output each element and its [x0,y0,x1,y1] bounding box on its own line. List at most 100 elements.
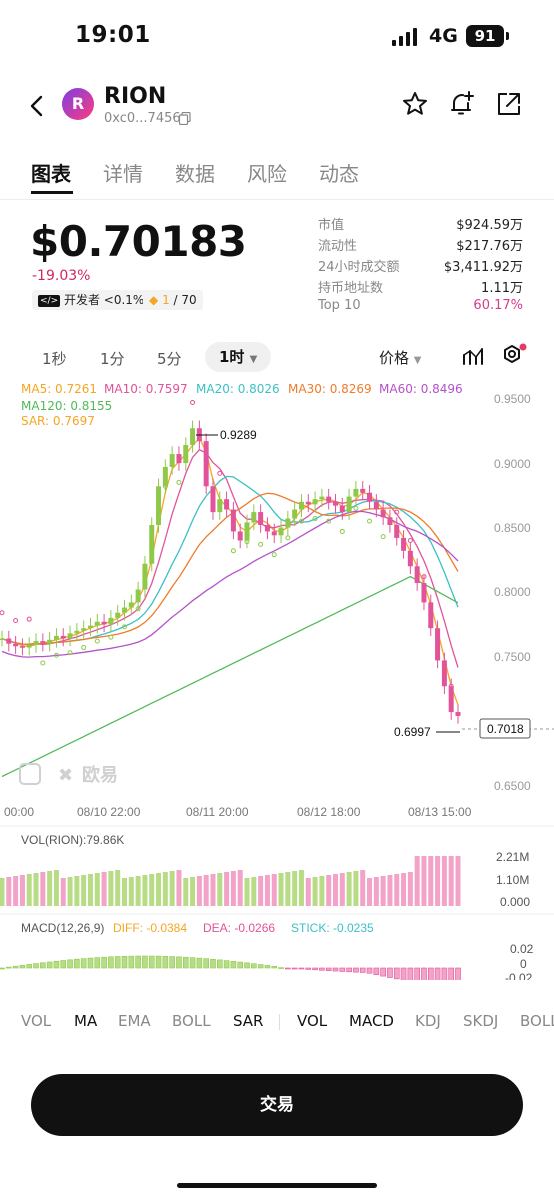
timeframe-1m[interactable]: 1分 [100,350,125,368]
macd-bar [196,957,203,969]
timeframe-1s[interactable]: 1秒 [42,350,67,368]
candle-body [251,512,257,523]
price-chart[interactable]: 0.9500 0.9000 0.8500 0.8000 0.7500 0.650… [0,380,554,980]
indicator-skdj[interactable]: SKDJ [463,1012,499,1030]
ma-lines [1,436,459,778]
trade-button[interactable]: 交易 [31,1074,523,1136]
macd-bar [223,960,230,969]
sar-dot [53,652,59,658]
candle-body [373,501,379,510]
indicator-kdj[interactable]: KDJ [415,1012,441,1030]
tab-risk[interactable]: 风险 [247,162,287,186]
macd-bar [455,967,461,980]
macd-bar [114,956,121,969]
candle-body [332,501,338,506]
back-icon[interactable] [26,92,48,120]
candle-body [142,563,148,590]
macd-bar [0,967,5,970]
candle-body [380,509,386,518]
stat-value: 1.11万 [481,281,523,296]
tab-activity[interactable]: 动态 [319,162,359,186]
ma120-line [1,575,459,778]
candles [0,420,461,724]
macd-bar [339,967,346,972]
volume-bar [441,856,447,906]
tab-details[interactable]: 详情 [103,162,143,186]
indicator-vol[interactable]: VOL [21,1012,52,1030]
high-label: 0.9289 [220,428,257,442]
indicator-vol-sub[interactable]: VOL [297,1012,328,1030]
star-icon[interactable] [401,90,429,118]
macd-bar [230,961,237,969]
volume-bar [305,878,311,906]
volume-bar [169,871,175,906]
indicator-ema[interactable]: EMA [118,1012,151,1030]
tab-divider [0,199,554,200]
volume-bar [40,872,46,906]
volume-bar [401,873,407,906]
candle-body [435,628,441,661]
sar-dot [162,483,168,489]
volume-bar [81,875,87,906]
sar-dot [353,505,359,511]
indicator-ma[interactable]: MA [74,1012,98,1030]
candle-body [346,496,352,513]
macd-tick: 0.02 [510,942,534,956]
indicator-boll[interactable]: BOLL [172,1012,211,1030]
sar-dot [435,632,441,638]
tab-chart[interactable]: 图表 [31,162,71,186]
candle-body [0,638,5,641]
candle-body [407,550,413,567]
battery-icon: 91 [466,25,504,47]
indicator-sar[interactable]: SAR [233,1012,264,1030]
y-tick-label: 0.7500 [494,650,531,664]
rank-chip[interactable]: ◆ 1 / 70 [143,290,203,310]
sar-dot [176,479,182,485]
stat-label: 持币地址数 [318,281,384,296]
candle-body [87,625,93,629]
legend-ma10: MA10: 0.7597 [104,382,188,396]
settings-icon[interactable] [500,343,528,369]
legend-ma20: MA20: 0.8026 [196,382,280,396]
candle-body [394,525,400,538]
candle-body [448,686,454,713]
macd-bar [53,960,60,969]
macd-bar [60,960,67,969]
tab-data[interactable]: 数据 [175,162,215,186]
candle-body [19,646,25,648]
watermark-frame-icon [19,763,41,785]
macd-bar [128,955,135,969]
price-selector-label: 价格 [379,349,410,367]
timeframe-5m[interactable]: 5分 [157,350,182,368]
share-icon[interactable] [495,90,523,118]
volume-bar [224,872,230,906]
candle-body [244,522,250,541]
candle-body [33,641,39,645]
volume-bar [203,875,209,906]
indicator-macd[interactable]: MACD [349,1012,394,1030]
candle-body [190,428,196,446]
volume-bar [176,870,182,906]
indicator-icon[interactable] [462,346,484,366]
indicator-boll-sub[interactable]: BOLL [520,1012,554,1030]
sar-dot [421,574,427,580]
sar-dot [0,610,5,616]
sar-dot [135,606,141,612]
volume-bar [435,856,441,906]
add-alert-icon[interactable] [448,90,476,118]
timeframe-1h[interactable]: 1时 ▼ [205,342,271,372]
macd-bar [40,962,46,969]
copy-icon[interactable] [179,112,191,125]
volume-bar [421,856,427,906]
sar-dot [380,534,386,540]
low-label: 0.6997 [394,725,431,739]
sar-dot [339,528,345,534]
developer-chip[interactable]: </> 开发者 <0.1% [32,290,151,310]
macd-bar [441,967,448,980]
volume-bar [122,878,128,906]
price-selector[interactable]: 价格 ▼ [379,347,422,368]
stat-label: 24小时成交额 [318,260,400,275]
candle-body [203,441,209,487]
sar-dot [258,541,264,547]
candle-body [156,486,162,525]
